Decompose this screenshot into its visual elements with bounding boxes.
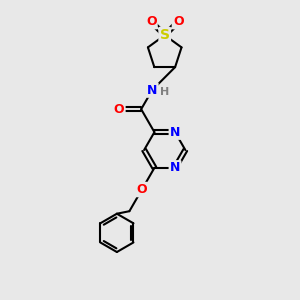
- Text: O: O: [146, 15, 157, 28]
- Text: N: N: [170, 161, 180, 174]
- Text: S: S: [160, 28, 170, 42]
- Text: O: O: [173, 15, 184, 28]
- Text: O: O: [114, 103, 124, 116]
- Text: H: H: [160, 86, 169, 97]
- Text: N: N: [170, 126, 180, 139]
- Text: N: N: [147, 84, 158, 97]
- Text: O: O: [136, 183, 147, 196]
